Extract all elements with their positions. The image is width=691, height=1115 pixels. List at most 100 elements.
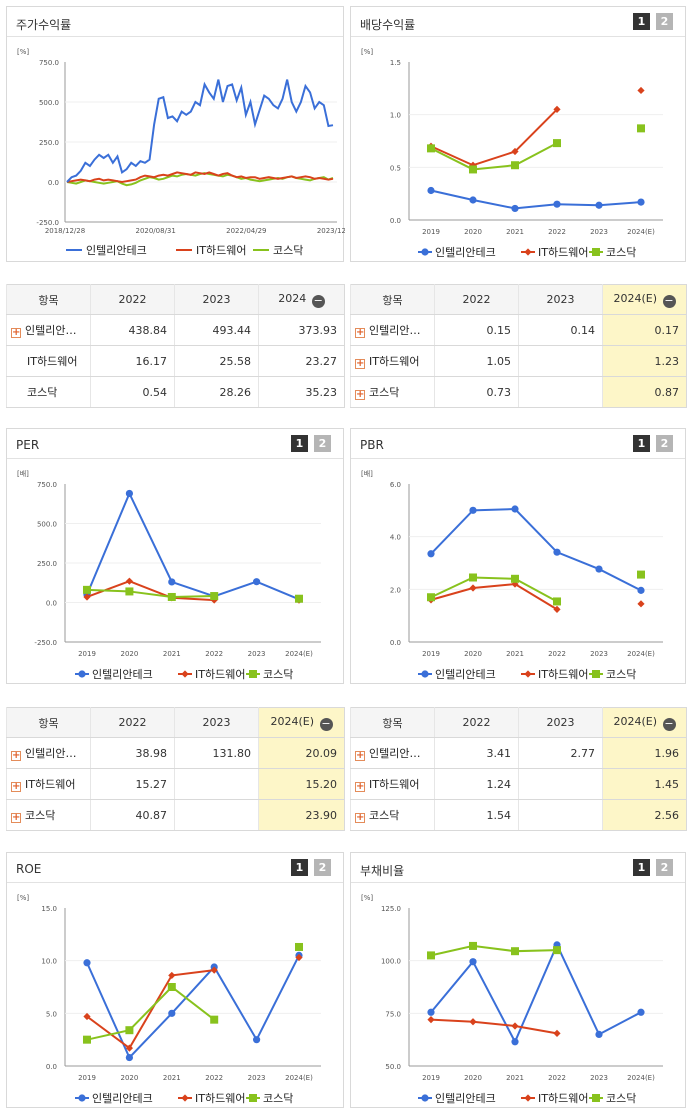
x-tick-label: 2021 [163, 1074, 181, 1082]
tab-1[interactable]: 1 [633, 435, 650, 452]
row-name[interactable]: + 코스닥 [6, 799, 91, 831]
collapse-icon[interactable]: − [662, 716, 676, 731]
series-line [430, 189, 642, 210]
data-point [524, 1094, 532, 1102]
x-tick-label: 2019 [78, 1074, 96, 1082]
cell: 438.84 [90, 314, 175, 346]
row-label: 인텔리안… [25, 747, 77, 760]
legend-label: 인텔리안테크 [435, 246, 496, 259]
cell: 0.54 [90, 376, 175, 408]
row-name[interactable]: + 인텔리안… [350, 314, 435, 346]
row-name[interactable]: + 인텔리안… [350, 737, 435, 769]
series-line [430, 1018, 558, 1035]
data-point [469, 958, 477, 966]
y-tick-label: 500.0 [39, 99, 59, 107]
expand-icon[interactable]: + [355, 812, 365, 823]
y-tick-label: 0.0 [390, 217, 401, 225]
y-tick-label: 1.5 [390, 59, 401, 67]
data-point [125, 1044, 133, 1052]
tab-1[interactable]: 1 [291, 859, 308, 876]
collapse-icon[interactable]: − [311, 293, 325, 308]
col-header: 2022 [90, 707, 175, 738]
collapse-icon[interactable]: − [662, 293, 676, 308]
row-label: IT하드웨어 [369, 355, 420, 368]
data-point [469, 196, 477, 204]
cell [518, 345, 603, 377]
expand-icon[interactable]: + [11, 750, 21, 761]
legend-label: 코스닥 [606, 246, 636, 259]
data-point [553, 105, 561, 113]
series-line [86, 969, 215, 1050]
x-tick-label: 2023/12/28 [317, 227, 345, 235]
x-tick-label: 2021 [506, 228, 524, 236]
expand-icon[interactable]: + [355, 750, 365, 761]
data-point [83, 959, 91, 967]
data-point [295, 594, 303, 603]
tab-2[interactable]: 2 [656, 435, 673, 452]
row-name[interactable]: + 코스닥 [350, 376, 435, 408]
expand-icon[interactable]: + [355, 327, 365, 338]
y-tick-label: 5.0 [46, 1010, 57, 1018]
expand-icon[interactable]: + [11, 781, 21, 792]
tab-2[interactable]: 2 [656, 13, 673, 30]
tab-2[interactable]: 2 [656, 859, 673, 876]
legend-label: 인텔리안테크 [86, 244, 147, 257]
x-tick-label: 2024(E) [627, 1074, 655, 1082]
tab-2[interactable]: 2 [314, 435, 331, 452]
data-point [524, 248, 532, 256]
panel-title-text: 배당수익률 [360, 18, 416, 32]
x-tick-label: 2021 [163, 650, 181, 658]
expand-icon[interactable]: + [355, 389, 365, 400]
row-name[interactable]: + 코스닥 [350, 799, 435, 831]
cell: 38.98 [90, 737, 175, 769]
data-point [427, 593, 435, 602]
row-label: 코스닥 [6, 376, 91, 408]
expand-icon[interactable]: + [11, 327, 21, 338]
tab-2[interactable]: 2 [314, 859, 331, 876]
y-tick-label: 250.0 [39, 139, 59, 147]
row-name[interactable]: + IT하드웨어 [350, 768, 435, 800]
cell [518, 799, 603, 831]
tab-1[interactable]: 1 [633, 859, 650, 876]
row-name[interactable]: + IT하드웨어 [350, 345, 435, 377]
col-header: 2024(E) − [602, 284, 687, 315]
collapse-icon[interactable]: − [319, 716, 333, 731]
table-row: + 인텔리안… 0.15 0.14 0.17 [350, 314, 687, 346]
axis-unit: [%] [361, 48, 373, 56]
x-tick-label: 2024(E) [627, 228, 655, 236]
data-point [592, 248, 600, 256]
series-line [86, 954, 300, 1060]
data-point [511, 505, 519, 513]
row-name[interactable]: + 인텔리안… [6, 314, 91, 346]
expand-icon[interactable]: + [355, 781, 365, 792]
data-point [421, 248, 429, 256]
data-point [469, 506, 477, 514]
x-tick-label: 2022 [548, 1074, 566, 1082]
data-point [592, 1094, 600, 1102]
table-row: + IT하드웨어 1.05 1.23 [350, 345, 687, 377]
expand-icon[interactable]: + [11, 812, 21, 823]
data-point [637, 586, 645, 594]
data-point [210, 966, 218, 974]
col-header: 2024 − [258, 284, 345, 315]
axis-unit: [%] [17, 48, 29, 56]
cell [174, 768, 259, 800]
col-header: 항목 [6, 284, 91, 315]
row-name[interactable]: + IT하드웨어 [6, 768, 91, 800]
data-point [595, 201, 603, 209]
legend-label: 인텔리안테크 [435, 668, 496, 681]
y-tick-label: 1.0 [390, 112, 401, 120]
cell: 40.87 [90, 799, 175, 831]
expand-icon[interactable]: + [355, 358, 365, 369]
data-point [469, 941, 477, 950]
data-point [181, 670, 189, 678]
tab-1[interactable]: 1 [291, 435, 308, 452]
data-point [553, 1029, 561, 1037]
tab-1[interactable]: 1 [633, 13, 650, 30]
panel-title: 주가수익률 [7, 7, 343, 37]
series-line [430, 142, 558, 171]
row-name[interactable]: + 인텔리안… [6, 737, 91, 769]
legend-label: IT하드웨어 [538, 245, 588, 259]
